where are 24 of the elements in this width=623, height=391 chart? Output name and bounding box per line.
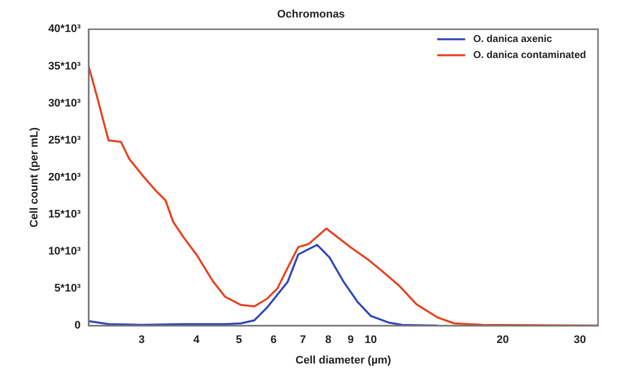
x-tick-label: 10 <box>364 334 377 346</box>
legend-label: O. danica axenic <box>473 34 553 45</box>
x-tick-label: 20 <box>496 334 509 346</box>
y-tick-label: 10*10³ <box>48 246 81 258</box>
y-tick-label: 0 <box>74 320 81 332</box>
y-tick-label: 40*10³ <box>48 23 81 36</box>
x-tick-label: 5 <box>236 334 242 346</box>
x-tick-label: 3 <box>138 334 145 346</box>
y-tick-label: 15*10³ <box>48 208 81 220</box>
x-tick-label: 6 <box>270 334 277 346</box>
y-axis-title: Cell count (per mL) <box>28 126 41 228</box>
x-axis-title: Cell diameter (µm) <box>296 354 392 366</box>
chart-title: Ochromonas <box>277 8 345 21</box>
y-tick-label: 20*10³ <box>48 171 81 184</box>
x-tick-label: 8 <box>325 334 332 346</box>
y-tick-label: 5*10³ <box>54 282 81 295</box>
x-tick-label: 7 <box>300 334 306 346</box>
y-tick-label: 30*10³ <box>48 97 81 110</box>
x-tick-label: 9 <box>348 334 354 346</box>
x-tick-label: 4 <box>193 334 200 346</box>
y-tick-label: 25*10³ <box>48 134 81 146</box>
legend-label: O. danica contaminated <box>473 50 586 61</box>
y-tick-label: 35*10³ <box>48 60 81 72</box>
x-tick-label: 30 <box>574 334 586 346</box>
